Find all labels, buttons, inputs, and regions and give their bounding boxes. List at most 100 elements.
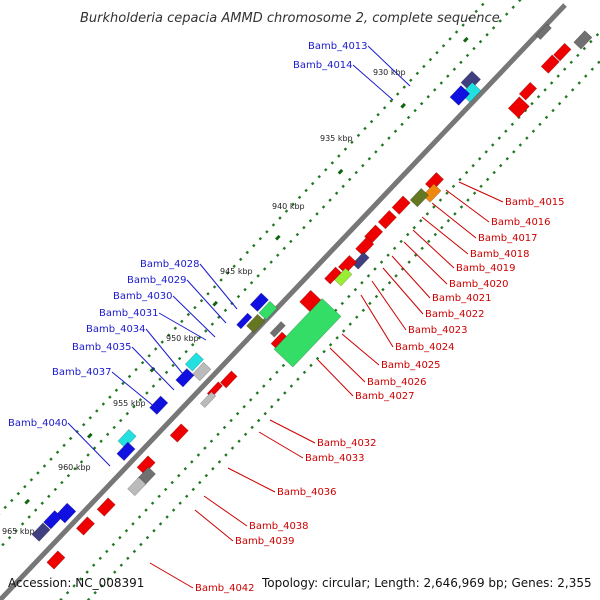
- gene-label[interactable]: Bamb_4013: [308, 41, 368, 52]
- tick-mark: [158, 522, 163, 526]
- gene-label[interactable]: Bamb_4023: [408, 325, 468, 336]
- leader-line: [341, 333, 380, 366]
- tick-mark: [328, 198, 332, 202]
- tick-mark: [283, 391, 287, 395]
- gene-Bamb_4027: [270, 331, 287, 349]
- tick-mark: [354, 170, 358, 175]
- gene-Bamb_4024: [273, 298, 342, 368]
- tick-mark: [198, 480, 202, 485]
- tick-mark: [177, 356, 182, 361]
- tick-mark: [432, 205, 436, 209]
- gene-label[interactable]: Bamb_4021: [432, 293, 492, 304]
- tick-mark: [289, 239, 293, 244]
- gene-label[interactable]: Bamb_4018: [470, 249, 530, 260]
- gene-label[interactable]: Bamb_4022: [425, 309, 485, 320]
- tick-mark: [248, 398, 253, 402]
- tick-mark: [180, 319, 184, 324]
- tick-mark: [538, 122, 542, 127]
- gene-label[interactable]: Bamb_4015: [505, 197, 565, 208]
- tick-mark: [132, 405, 136, 409]
- tick-mark: [33, 508, 38, 512]
- gene-top-1: [535, 23, 552, 41]
- tick-mark: [164, 370, 169, 375]
- tick-mark: [36, 471, 40, 475]
- tick-mark: [99, 439, 103, 443]
- scale-label: 965 kbp: [2, 527, 35, 536]
- leader-line: [445, 189, 490, 223]
- tick-mark: [446, 219, 451, 223]
- gene-label[interactable]: Bamb_4025: [381, 360, 441, 371]
- tick-mark: [167, 333, 171, 337]
- tick-mark: [549, 81, 554, 85]
- tick-mark: [193, 305, 197, 310]
- gene-Bamb_4030: [246, 313, 266, 334]
- tick-mark: [212, 285, 217, 289]
- tick-mark: [425, 212, 430, 216]
- tick-mark: [7, 535, 12, 540]
- gene-label[interactable]: Bamb_4035: [72, 342, 132, 353]
- gene-label[interactable]: Bamb_4016: [491, 217, 551, 228]
- tick-mark: [491, 143, 495, 147]
- tick-mark: [570, 88, 575, 92]
- gene-label[interactable]: Bamb_4014: [293, 60, 353, 71]
- tick-mark: [138, 398, 143, 402]
- gene-label[interactable]: Bamb_4036: [277, 487, 337, 498]
- tick-mark: [262, 384, 266, 388]
- gene-label[interactable]: Bamb_4033: [305, 453, 365, 464]
- gene-label[interactable]: Bamb_4027: [355, 391, 415, 402]
- gene-label[interactable]: Bamb_4024: [395, 342, 455, 353]
- gene-label[interactable]: Bamb_4038: [249, 521, 309, 532]
- tick-mark: [582, 46, 587, 51]
- tick-mark: [369, 119, 374, 124]
- gene-label[interactable]: Bamb_4030: [113, 291, 173, 302]
- gene-label[interactable]: Bamb_4039: [235, 536, 295, 547]
- leader-line: [269, 419, 316, 444]
- tick-mark: [564, 95, 568, 99]
- tick-mark: [27, 515, 31, 519]
- tick-mark: [505, 157, 509, 161]
- gene-label[interactable]: Bamb_4032: [317, 438, 377, 449]
- tick-mark: [409, 78, 413, 82]
- tick-mark: [467, 16, 472, 20]
- tick-mark: [440, 225, 444, 230]
- gene-label[interactable]: Bamb_4028: [140, 259, 200, 270]
- gene-label[interactable]: Bamb_4019: [456, 263, 516, 274]
- tick-mark: [569, 60, 573, 65]
- summary-text: Topology: circular; Length: 2,646,969 bp…: [261, 576, 592, 590]
- tick-mark: [448, 37, 452, 41]
- gene-Bamb_4018: [377, 210, 397, 230]
- tick-mark: [184, 349, 188, 354]
- tick-mark: [387, 136, 391, 140]
- gene-label[interactable]: Bamb_4026: [367, 377, 427, 388]
- gene-label[interactable]: Bamb_4042: [195, 583, 255, 594]
- gene-label[interactable]: Bamb_4029: [127, 275, 187, 286]
- tick-mark: [204, 473, 209, 478]
- tick-mark: [407, 260, 411, 264]
- tick-mark: [10, 498, 14, 503]
- tick-mark: [413, 108, 417, 113]
- tick-mark: [544, 115, 549, 120]
- gene-label[interactable]: Bamb_4034: [86, 324, 146, 335]
- major-tick-mark: [87, 432, 93, 439]
- tick-mark: [73, 467, 77, 471]
- tick-mark: [210, 322, 215, 326]
- gene-label[interactable]: Bamb_4040: [8, 418, 68, 429]
- tick-mark: [441, 44, 446, 48]
- tick-mark: [223, 308, 228, 313]
- tick-mark: [270, 405, 274, 409]
- gene-label[interactable]: Bamb_4020: [449, 279, 509, 290]
- gene-label[interactable]: Bamb_4031: [99, 308, 159, 319]
- tick-mark: [262, 267, 267, 271]
- tick-mark: [243, 432, 248, 437]
- tick-mark: [42, 464, 47, 468]
- gene-Bamb_4029: [258, 300, 278, 321]
- tick-mark: [124, 529, 129, 533]
- gene-label[interactable]: Bamb_4017: [478, 233, 538, 244]
- major-tick-mark: [212, 300, 218, 307]
- tick-mark: [373, 267, 377, 271]
- gene-label[interactable]: Bamb_4037: [52, 367, 112, 378]
- tick-mark: [435, 50, 439, 55]
- tick-mark: [321, 205, 326, 209]
- tick-mark: [395, 92, 400, 96]
- tick-mark: [380, 143, 385, 147]
